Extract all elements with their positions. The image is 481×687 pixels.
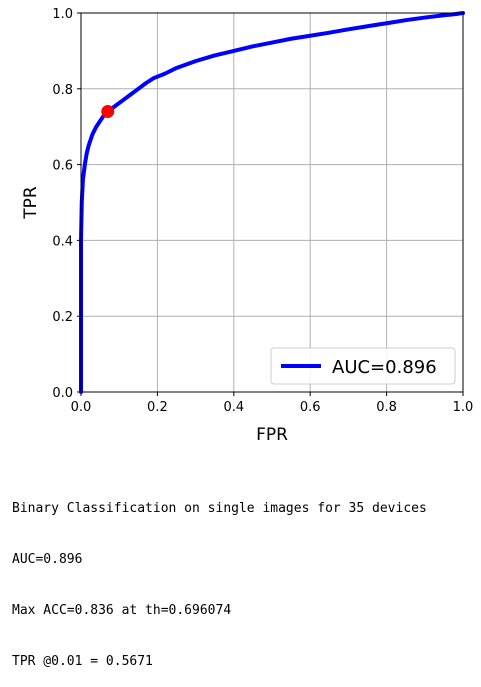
x-tick-label: 0.6 (300, 400, 321, 415)
operating-point-marker (101, 105, 115, 119)
plot-frame (80, 12, 464, 393)
series-layer (79, 11, 465, 394)
y-tick-label: 0.2 (52, 310, 73, 325)
roc-curve-line (79, 11, 465, 394)
x-tick-label: 0.4 (223, 400, 244, 415)
x-tick-label: 1.0 (453, 400, 474, 415)
y-tick-label: 0.8 (52, 83, 73, 98)
x-tick-label: 0.0 (71, 400, 92, 415)
y-tick-label: 0.4 (52, 234, 73, 249)
caption-line-title: Binary Classification on single images f… (12, 501, 427, 516)
y-tick-label: 0.6 (52, 159, 73, 174)
x-tick-label: 0.8 (376, 400, 397, 415)
legend-label: AUC=0.896 (332, 357, 437, 378)
roc-chart: 0.0 0.2 0.4 0.6 0.8 1.0 0.0 0.2 0.4 0.6 0.8 1.0 FPR… (21, 7, 473, 445)
legend: AUC=0.896 (270, 347, 456, 385)
caption-line-max-acc: Max ACC=0.836 at th=0.696074 (12, 603, 232, 618)
caption-line-auc: AUC=0.896 (12, 552, 83, 567)
axis-ticks: 0.0 0.2 0.4 0.6 0.8 1.0 0.0 0.2 0.4 0.6 0.8 1.0 (52, 7, 473, 415)
y-tick-label: 1.0 (52, 7, 73, 22)
x-tick-label: 0.2 (147, 400, 168, 415)
x-axis-label: FPR (256, 425, 288, 445)
caption: Binary Classification on single images f… (12, 466, 427, 687)
plot-area (81, 13, 463, 392)
y-tick-label: 0.0 (52, 386, 73, 401)
caption-line-tpr: TPR @0.01 = 0.5671 (12, 654, 153, 669)
legend-box (270, 347, 456, 385)
y-axis-label: TPR (21, 186, 41, 220)
